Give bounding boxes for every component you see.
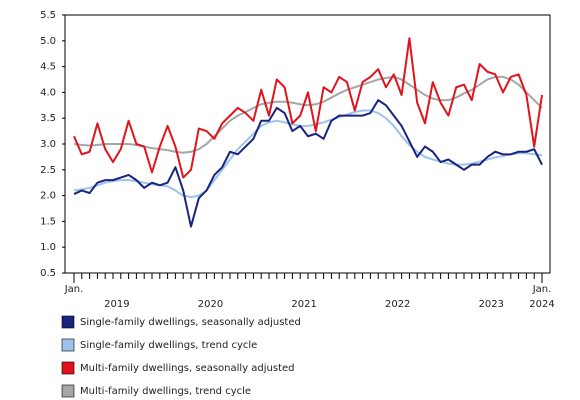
y-tick-label: 5.5 [40, 10, 56, 21]
y-tick-label: 3.5 [40, 113, 56, 124]
year-label: 2024 [529, 299, 554, 310]
year-label: 2023 [479, 299, 504, 310]
y-tick-label: 4.0 [40, 87, 56, 98]
legend-swatch [61, 338, 75, 352]
year-label: 2021 [291, 299, 316, 310]
legend-swatch [61, 361, 75, 375]
y-tick-label: 3.0 [40, 139, 56, 150]
y-tick-label: 2.5 [40, 165, 56, 176]
series-line [73, 99, 543, 228]
series-line [73, 109, 543, 199]
legend-label: Single-family dwellings, seasonally adju… [80, 317, 301, 328]
legend-label: Multi-family dwellings, seasonally adjus… [80, 363, 295, 374]
series-line [73, 37, 543, 179]
legend-label: Multi-family dwellings, trend cycle [80, 386, 251, 397]
y-tick-label: 2.0 [40, 191, 56, 202]
year-label: 2020 [198, 299, 223, 310]
legend-swatch [61, 384, 75, 398]
y-tick-label: 5.0 [40, 36, 56, 47]
year-label: 2022 [385, 299, 410, 310]
legend-swatch [61, 315, 75, 329]
year-label: 2019 [104, 299, 129, 310]
legend-label: Single-family dwellings, trend cycle [80, 340, 257, 351]
series-line [73, 75, 543, 154]
y-tick-label: 0.5 [40, 268, 56, 279]
x-tick-label: Jan. [532, 284, 552, 295]
y-tick-label: 4.5 [40, 62, 56, 73]
x-tick-label: Jan. [64, 284, 84, 295]
y-tick-label: 1.5 [40, 216, 56, 227]
y-tick-label: 1.0 [40, 242, 56, 253]
